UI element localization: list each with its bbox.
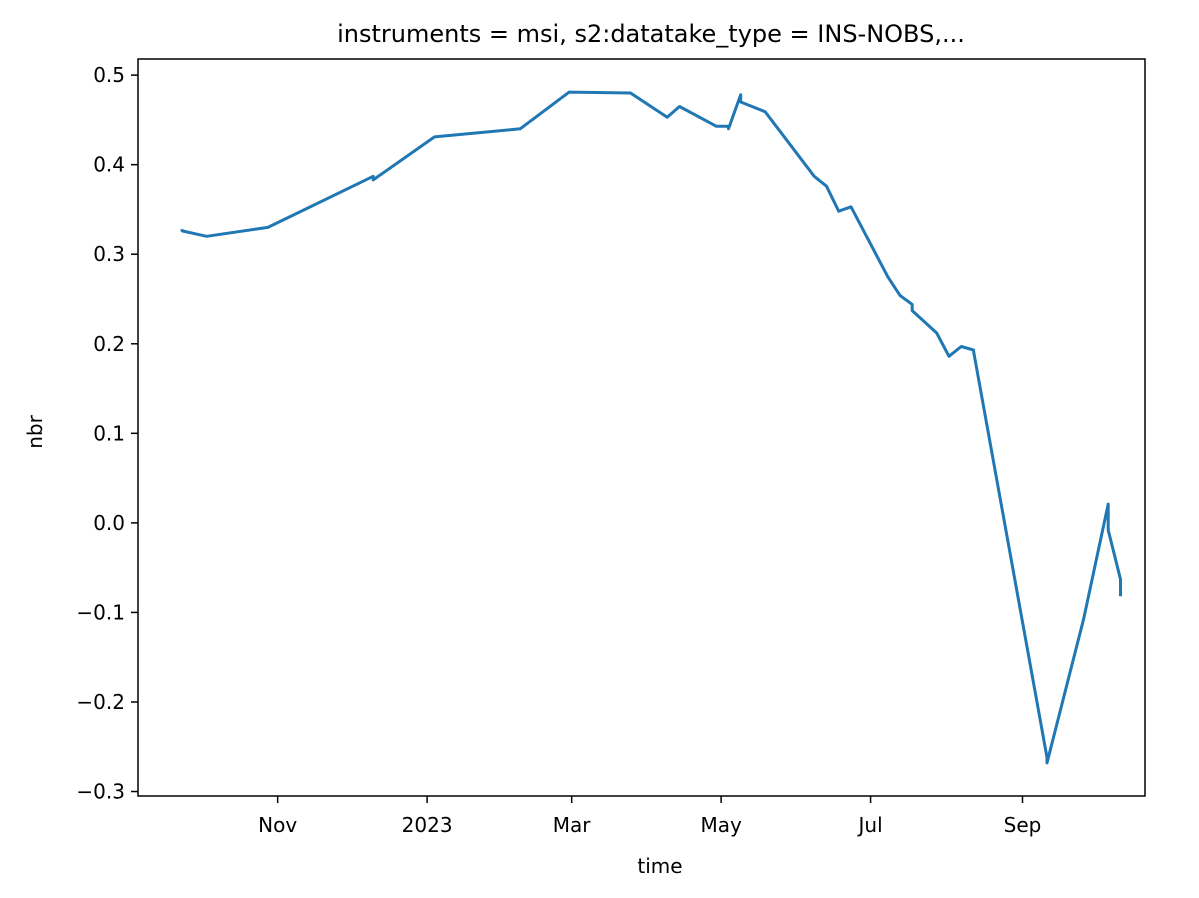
y-tick-label: 0.3 bbox=[93, 242, 125, 266]
y-tick: 0.4 bbox=[93, 153, 138, 177]
x-tick: May bbox=[700, 796, 742, 837]
x-tick-label: 2023 bbox=[402, 813, 453, 837]
chart-title: instruments = msi, s2:datatake_type = IN… bbox=[337, 20, 965, 48]
y-tick-label: −0.2 bbox=[76, 690, 125, 714]
x-tick-label: Jul bbox=[857, 813, 883, 837]
x-tick: Jul bbox=[857, 796, 883, 837]
y-tick-label: 0.1 bbox=[93, 421, 125, 445]
y-tick-label: −0.3 bbox=[76, 780, 125, 804]
y-tick: 0.5 bbox=[93, 63, 138, 87]
y-tick-label: 0.2 bbox=[93, 332, 125, 356]
series-line-nbr bbox=[180, 90, 1122, 765]
y-tick: 0.2 bbox=[93, 332, 138, 356]
y-tick-label: 0.4 bbox=[93, 153, 125, 177]
x-tick-label: Mar bbox=[553, 813, 592, 837]
x-tick: 2023 bbox=[402, 796, 453, 837]
x-tick-label: May bbox=[700, 813, 742, 837]
x-tick-label: Nov bbox=[258, 813, 297, 837]
axes-frame bbox=[137, 58, 1146, 797]
y-tick: −0.2 bbox=[76, 690, 138, 714]
y-tick: −0.1 bbox=[76, 600, 138, 624]
y-tick: 0.3 bbox=[93, 242, 138, 266]
x-tick: Sep bbox=[1004, 796, 1042, 837]
x-axis-label: time bbox=[637, 854, 682, 878]
y-tick: 0.0 bbox=[93, 511, 138, 535]
y-tick: −0.3 bbox=[76, 780, 138, 804]
y-tick-label: 0.5 bbox=[93, 63, 125, 87]
y-axis-label: nbr bbox=[23, 414, 47, 448]
plot-area bbox=[180, 90, 1122, 765]
y-tick-label: 0.0 bbox=[93, 511, 125, 535]
x-tick: Nov bbox=[258, 796, 297, 837]
x-tick: Mar bbox=[553, 796, 592, 837]
x-tick-label: Sep bbox=[1004, 813, 1042, 837]
y-tick: 0.1 bbox=[93, 421, 138, 445]
y-axis-ticks: 0.5 0.4 0.3 0.2 0.1 0.0 −0.1 −0.2 −0.3 bbox=[76, 63, 138, 804]
y-tick-label: −0.1 bbox=[76, 600, 125, 624]
x-axis-ticks: Nov 2023 Mar May Jul Sep bbox=[258, 796, 1041, 837]
